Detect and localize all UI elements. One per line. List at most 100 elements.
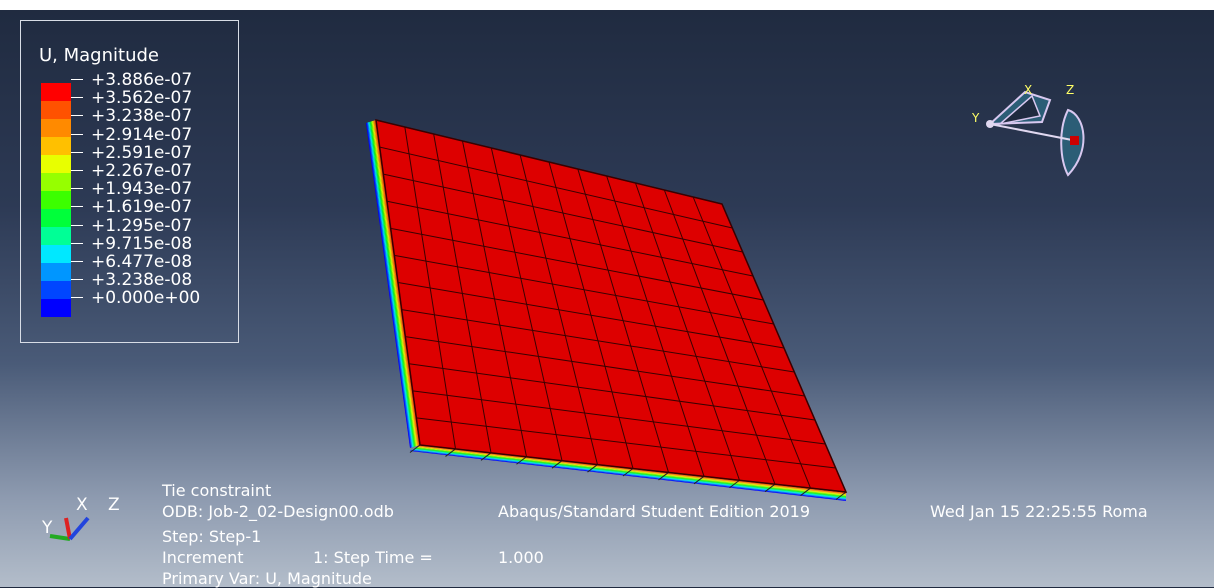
global-axes-icon: Y X Z [41, 495, 120, 541]
triad-x-label: X [1024, 83, 1032, 97]
legend-swatch [41, 281, 71, 299]
legend-tick [71, 115, 83, 117]
mesh-line-col [577, 168, 669, 473]
legend-tick [71, 79, 83, 80]
legend-swatch [41, 245, 71, 263]
legend-value: +3.238e-07 [91, 106, 193, 127]
info-primary-var: Primary Var: U, Magnitude [162, 569, 372, 588]
legend-value: +3.238e-08 [91, 270, 193, 291]
triad-center[interactable] [1070, 136, 1079, 145]
plate-side-left-band [367, 122, 413, 448]
mesh-line-col [433, 133, 492, 453]
view-manipulator-triad[interactable]: Y X Z [960, 80, 1110, 190]
legend-tick [71, 151, 83, 153]
info-step-time: 1.000 [498, 548, 544, 567]
plate-side-left-band [371, 121, 417, 447]
legend-value: +2.914e-07 [91, 124, 193, 145]
legend-value: +3.886e-07 [91, 70, 193, 90]
plate-side-left-band [366, 122, 412, 448]
triad-z-label: Z [1066, 83, 1074, 97]
legend-tick [71, 169, 83, 171]
info-title: Tie constraint [162, 481, 272, 500]
triad-y-axis [989, 123, 1073, 141]
mesh-line-col [519, 154, 598, 465]
info-date: Wed Jan 15 22:25:55 Roma [930, 502, 1148, 521]
contour-legend: U, Magnitude +3.886e-07 +3.562e-07 +3.238e… [20, 20, 239, 343]
axis-x-label: X [76, 495, 88, 515]
triad-inner-wedge [997, 94, 1042, 126]
plate-side-edge [551, 460, 563, 469]
legend-tick [71, 279, 83, 281]
legend-value: +1.943e-07 [91, 179, 193, 200]
axis-y-arrow [49, 534, 71, 541]
triad-y-label: Y [971, 111, 980, 125]
legend-tick [71, 133, 83, 135]
plate-side-edge [587, 464, 598, 473]
legend-value: +1.619e-07 [91, 197, 193, 218]
plate-top-face [375, 119, 848, 493]
plate-side-left-band [372, 120, 417, 447]
plate-side-left-band [369, 121, 414, 448]
legend-swatch [41, 119, 71, 137]
plate-side-left-band [372, 120, 418, 446]
legend-tick [71, 97, 83, 99]
mesh-line-col [635, 182, 740, 481]
mesh-line-col [462, 140, 527, 457]
mesh-line-col [375, 119, 421, 446]
plate-side-edge [800, 487, 811, 496]
axis-z-arrow [68, 516, 90, 541]
legend-swatch [41, 173, 71, 191]
legend-value: +3.562e-07 [91, 88, 193, 109]
plate-side-edge [693, 475, 705, 485]
plate-side-edge [409, 444, 421, 453]
legend-swatch [41, 137, 71, 155]
legend-swatch [41, 101, 71, 119]
plate-side-edge [764, 483, 776, 493]
legend-swatch [41, 83, 71, 101]
plate-side-left-band [370, 121, 416, 447]
info-increment-label: Increment [162, 548, 244, 567]
info-odb: ODB: Job-2_02-Design00.odb [162, 502, 394, 521]
legend-color-bar [41, 83, 71, 317]
legend-swatch [41, 299, 71, 317]
legend-swatch [41, 263, 71, 281]
mesh-line-col [490, 147, 563, 461]
info-increment-value: 1: Step Time = [313, 548, 433, 567]
legend-value: +0.000e+00 [91, 288, 201, 309]
plate-side-edge [480, 452, 492, 461]
plate-side-left-band [369, 121, 415, 447]
legend-swatch [41, 191, 71, 209]
legend-value: +1.295e-07 [91, 215, 193, 236]
plate-side-left-band [366, 122, 411, 449]
plate-side-left-band [373, 120, 419, 446]
info-step: Step: Step-1 [162, 527, 262, 546]
plate-side-edge [658, 472, 669, 481]
plate-side-edge [445, 448, 456, 457]
top-band [0, 0, 1214, 10]
plate-side-edge [835, 491, 847, 500]
legend-swatch [41, 227, 71, 245]
legend-title: U, Magnitude [39, 45, 159, 66]
legend-swatch [41, 209, 71, 227]
legend-tick [71, 188, 83, 190]
plate-side-edge [516, 456, 527, 465]
mesh-line-col [692, 196, 811, 489]
plate-side-front-band [410, 450, 846, 501]
plate-side-left-band [374, 120, 420, 446]
mesh-line-col [404, 126, 456, 449]
legend-value: +9.715e-08 [91, 233, 193, 254]
axis-x-arrow [64, 517, 72, 540]
legend-value: +2.591e-07 [91, 142, 193, 163]
plate-side-edge [622, 468, 634, 477]
triad-y-knob[interactable] [986, 120, 994, 128]
legend-tick [71, 260, 83, 262]
plate-side-front-band [410, 450, 846, 501]
info-edition: Abaqus/Standard Student Edition 2019 [498, 502, 811, 521]
mesh-line-col [548, 161, 634, 469]
plate-mesh[interactable] [366, 119, 848, 501]
axis-y-label: Y [41, 518, 53, 538]
legend-tick [71, 297, 83, 299]
plate-side-edge [729, 479, 740, 489]
mesh-line-col [663, 189, 776, 485]
